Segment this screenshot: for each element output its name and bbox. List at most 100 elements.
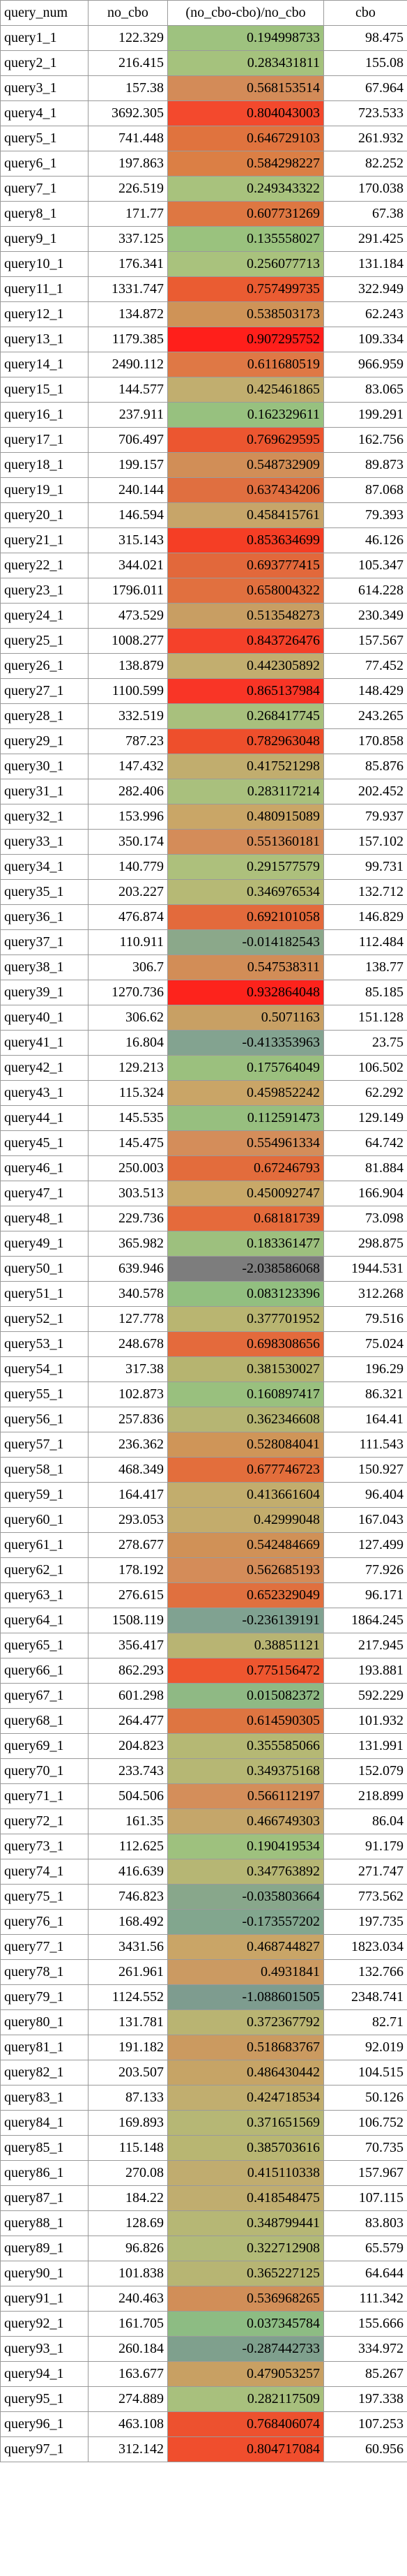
- cell-cbo[interactable]: 104.515: [323, 2060, 407, 2085]
- cell-ratio[interactable]: 0.637434206: [167, 477, 324, 503]
- cell-no-cbo[interactable]: 3692.305: [88, 100, 168, 126]
- cell-no-cbo[interactable]: 862.293: [88, 1658, 168, 1684]
- cell-cbo[interactable]: 2348.741: [323, 1984, 407, 2010]
- cell-ratio[interactable]: 0.425461865: [167, 377, 324, 403]
- cell-cbo[interactable]: 146.829: [323, 904, 407, 930]
- cell-cbo[interactable]: 96.171: [323, 1582, 407, 1608]
- cell-query-num[interactable]: query55_1: [0, 1381, 89, 1407]
- cell-ratio[interactable]: 0.907295752: [167, 327, 324, 352]
- cell-ratio[interactable]: 0.518683767: [167, 2035, 324, 2060]
- cell-no-cbo[interactable]: 87.133: [88, 2085, 168, 2111]
- cell-query-num[interactable]: query26_1: [0, 653, 89, 679]
- cell-ratio[interactable]: 0.291577579: [167, 854, 324, 880]
- cell-no-cbo[interactable]: 1008.277: [88, 628, 168, 654]
- cell-cbo[interactable]: 1864.245: [323, 1608, 407, 1633]
- cell-ratio[interactable]: 0.346976534: [167, 879, 324, 905]
- cell-no-cbo[interactable]: 240.144: [88, 477, 168, 503]
- cell-no-cbo[interactable]: 115.148: [88, 2135, 168, 2161]
- cell-no-cbo[interactable]: 601.298: [88, 1683, 168, 1709]
- cell-query-num[interactable]: query92_1: [0, 2311, 89, 2337]
- cell-query-num[interactable]: query5_1: [0, 126, 89, 151]
- cell-no-cbo[interactable]: 131.781: [88, 2009, 168, 2035]
- cell-cbo[interactable]: 85.185: [323, 980, 407, 1005]
- cell-cbo[interactable]: 65.579: [323, 2236, 407, 2261]
- cell-query-num[interactable]: query7_1: [0, 176, 89, 202]
- cell-cbo[interactable]: 131.184: [323, 251, 407, 277]
- cell-cbo[interactable]: 111.543: [323, 1432, 407, 1458]
- cell-no-cbo[interactable]: 226.519: [88, 176, 168, 202]
- cell-cbo[interactable]: 132.712: [323, 879, 407, 905]
- cell-cbo[interactable]: 773.562: [323, 1884, 407, 1910]
- cell-ratio[interactable]: 0.162329611: [167, 402, 324, 428]
- cell-ratio[interactable]: -0.236139191: [167, 1608, 324, 1633]
- cell-query-num[interactable]: query72_1: [0, 1809, 89, 1834]
- cell-ratio[interactable]: 0.769629595: [167, 427, 324, 453]
- cell-query-num[interactable]: query79_1: [0, 1984, 89, 2010]
- cell-query-num[interactable]: query51_1: [0, 1281, 89, 1307]
- cell-query-num[interactable]: query31_1: [0, 779, 89, 804]
- cell-query-num[interactable]: query52_1: [0, 1306, 89, 1332]
- cell-ratio[interactable]: 0.424718534: [167, 2085, 324, 2111]
- cell-query-num[interactable]: query9_1: [0, 226, 89, 252]
- cell-no-cbo[interactable]: 163.677: [88, 2361, 168, 2387]
- cell-cbo[interactable]: 1823.034: [323, 1934, 407, 1960]
- cell-query-num[interactable]: query4_1: [0, 100, 89, 126]
- cell-query-num[interactable]: query13_1: [0, 327, 89, 352]
- cell-no-cbo[interactable]: 184.22: [88, 2185, 168, 2211]
- cell-ratio[interactable]: 0.67246793: [167, 1155, 324, 1181]
- cell-no-cbo[interactable]: 233.743: [88, 1758, 168, 1784]
- cell-query-num[interactable]: query32_1: [0, 804, 89, 830]
- cell-cbo[interactable]: 77.452: [323, 653, 407, 679]
- cell-ratio[interactable]: 0.542484669: [167, 1532, 324, 1558]
- cell-query-num[interactable]: query27_1: [0, 678, 89, 704]
- cell-cbo[interactable]: 1944.531: [323, 1256, 407, 1282]
- cell-no-cbo[interactable]: 1331.747: [88, 276, 168, 302]
- cell-no-cbo[interactable]: 203.227: [88, 879, 168, 905]
- cell-query-num[interactable]: query12_1: [0, 301, 89, 327]
- cell-no-cbo[interactable]: 344.021: [88, 553, 168, 578]
- cell-query-num[interactable]: query10_1: [0, 251, 89, 277]
- cell-ratio[interactable]: 0.865137984: [167, 678, 324, 704]
- cell-ratio[interactable]: 0.442305892: [167, 653, 324, 679]
- cell-cbo[interactable]: 99.731: [323, 854, 407, 880]
- cell-cbo[interactable]: 162.756: [323, 427, 407, 453]
- header-no-cbo[interactable]: no_cbo: [88, 0, 168, 26]
- cell-ratio[interactable]: 0.377701952: [167, 1306, 324, 1332]
- cell-no-cbo[interactable]: 161.35: [88, 1809, 168, 1834]
- cell-ratio[interactable]: -0.413353963: [167, 1030, 324, 1056]
- cell-no-cbo[interactable]: 153.996: [88, 804, 168, 830]
- cell-query-num[interactable]: query63_1: [0, 1582, 89, 1608]
- cell-no-cbo[interactable]: 293.053: [88, 1507, 168, 1533]
- cell-cbo[interactable]: 155.08: [323, 50, 407, 76]
- cell-cbo[interactable]: 217.945: [323, 1633, 407, 1658]
- cell-cbo[interactable]: 152.079: [323, 1758, 407, 1784]
- cell-ratio[interactable]: 0.347763892: [167, 1859, 324, 1885]
- cell-no-cbo[interactable]: 2490.112: [88, 352, 168, 377]
- cell-ratio[interactable]: 0.804043003: [167, 100, 324, 126]
- cell-no-cbo[interactable]: 332.519: [88, 703, 168, 729]
- cell-no-cbo[interactable]: 706.497: [88, 427, 168, 453]
- cell-no-cbo[interactable]: 199.157: [88, 452, 168, 478]
- cell-query-num[interactable]: query40_1: [0, 1005, 89, 1031]
- cell-cbo[interactable]: 87.068: [323, 477, 407, 503]
- cell-ratio[interactable]: 0.355585066: [167, 1733, 324, 1759]
- cell-cbo[interactable]: 196.29: [323, 1356, 407, 1382]
- cell-no-cbo[interactable]: 1100.599: [88, 678, 168, 704]
- cell-query-num[interactable]: query96_1: [0, 2411, 89, 2437]
- cell-query-num[interactable]: query67_1: [0, 1683, 89, 1709]
- cell-no-cbo[interactable]: 112.625: [88, 1834, 168, 1859]
- cell-no-cbo[interactable]: 1508.119: [88, 1608, 168, 1633]
- cell-ratio[interactable]: 0.194998733: [167, 25, 324, 51]
- cell-no-cbo[interactable]: 129.213: [88, 1055, 168, 1081]
- cell-cbo[interactable]: 23.75: [323, 1030, 407, 1056]
- cell-cbo[interactable]: 105.347: [323, 553, 407, 578]
- cell-no-cbo[interactable]: 306.62: [88, 1005, 168, 1031]
- cell-ratio[interactable]: 0.135558027: [167, 226, 324, 252]
- cell-ratio[interactable]: -0.173557202: [167, 1909, 324, 1935]
- cell-no-cbo[interactable]: 303.513: [88, 1181, 168, 1206]
- cell-cbo[interactable]: 148.429: [323, 678, 407, 704]
- cell-no-cbo[interactable]: 306.7: [88, 954, 168, 980]
- cell-no-cbo[interactable]: 240.463: [88, 2286, 168, 2312]
- cell-query-num[interactable]: query84_1: [0, 2110, 89, 2136]
- cell-cbo[interactable]: 334.972: [323, 2336, 407, 2362]
